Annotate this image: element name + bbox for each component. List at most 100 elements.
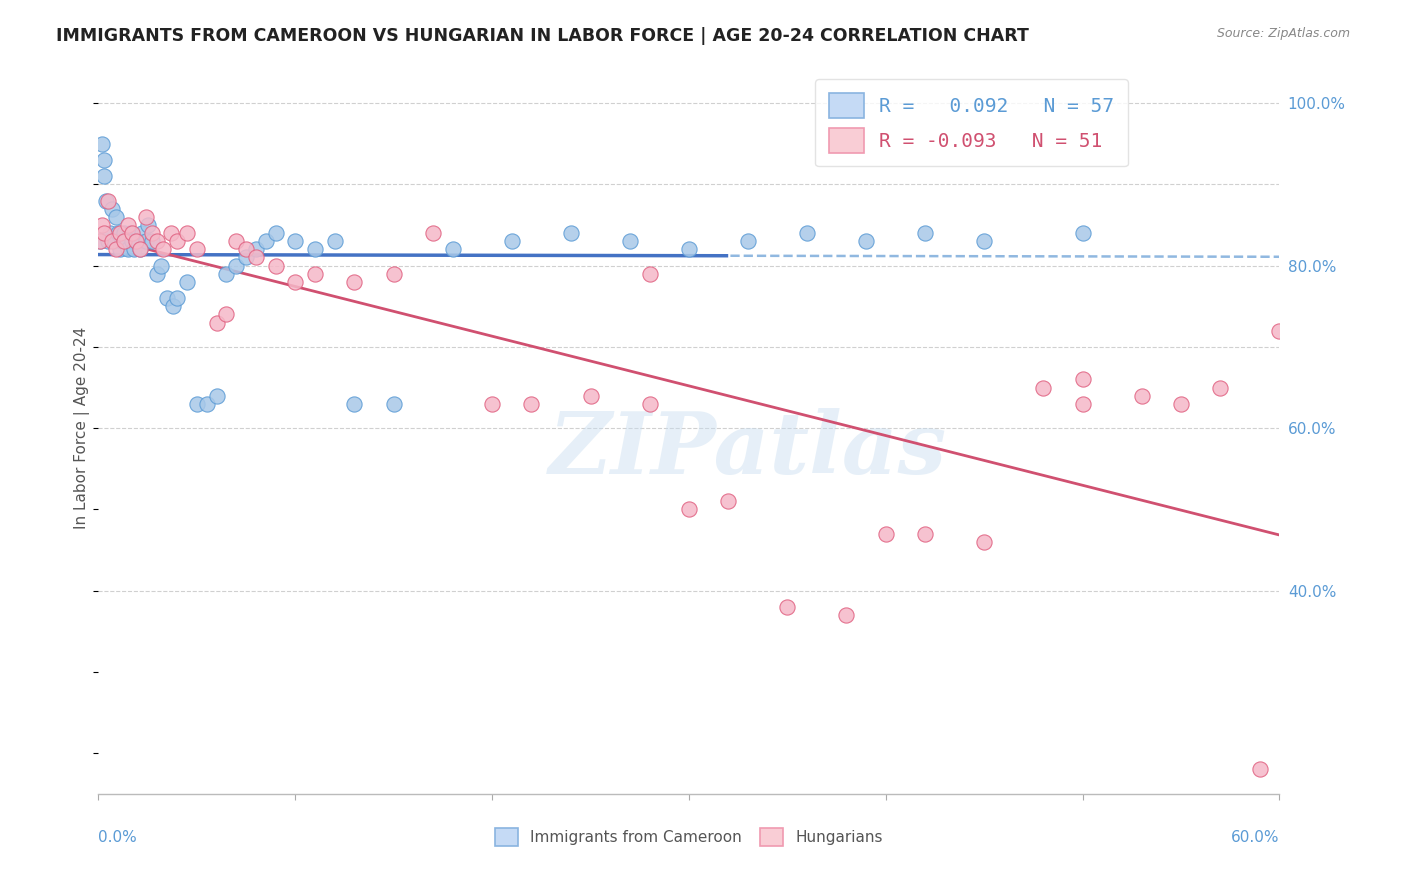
Point [93,226,115,240]
Point [93,153,115,167]
Point [128,243,150,257]
Point [152,243,174,257]
Point [195,397,218,411]
Point [481,397,503,411]
Point [93,169,115,184]
Point [245,251,267,265]
Point [91,136,114,151]
Point [141,234,163,248]
Point [150,259,173,273]
Point [186,243,208,257]
Point [1170,397,1192,411]
Point [245,243,267,257]
Point [135,210,157,224]
Point [737,234,759,248]
Point [304,243,326,257]
Legend: Immigrants from Cameroon, Hungarians: Immigrants from Cameroon, Hungarians [489,822,889,852]
Point [914,226,936,240]
Point [98,226,121,240]
Point [125,234,148,248]
Text: 60.0%: 60.0% [1232,830,1279,846]
Point [111,234,134,248]
Point [215,267,238,281]
Point [875,526,897,541]
Point [343,397,366,411]
Point [122,243,145,257]
Point [97,234,120,248]
Point [1130,389,1153,403]
Point [284,275,307,289]
Point [146,267,169,281]
Point [156,291,179,305]
Text: IMMIGRANTS FROM CAMEROON VS HUNGARIAN IN LABOR FORCE | AGE 20-24 CORRELATION CHA: IMMIGRANTS FROM CAMEROON VS HUNGARIAN IN… [56,27,1029,45]
Point [973,234,995,248]
Point [101,234,124,248]
Point [560,226,582,240]
Point [638,267,661,281]
Text: ZIPatlas: ZIPatlas [548,409,948,491]
Point [855,234,877,248]
Point [235,251,257,265]
Point [108,243,131,257]
Point [382,397,405,411]
Point [89,234,111,248]
Point [1209,380,1232,394]
Point [638,397,661,411]
Point [121,234,143,248]
Point [112,234,135,248]
Point [205,316,228,330]
Point [107,226,129,240]
Point [284,234,307,248]
Point [441,243,464,257]
Point [105,210,128,224]
Point [678,243,700,257]
Text: 0.0%: 0.0% [98,830,138,846]
Point [115,234,138,248]
Point [101,202,124,216]
Point [121,226,143,240]
Point [160,226,183,240]
Point [141,226,163,240]
Point [176,275,198,289]
Point [264,259,287,273]
Point [117,218,139,232]
Point [1071,372,1094,386]
Point [973,535,995,549]
Point [118,226,141,240]
Point [117,243,139,257]
Y-axis label: In Labor Force | Age 20-24: In Labor Force | Age 20-24 [75,327,90,529]
Point [186,397,208,411]
Point [304,267,326,281]
Point [1032,380,1054,394]
Point [105,243,128,257]
Text: Source: ZipAtlas.com: Source: ZipAtlas.com [1216,27,1350,40]
Point [125,234,148,248]
Point [96,194,118,208]
Point [323,234,346,248]
Point [128,243,150,257]
Point [127,234,149,248]
Point [162,299,184,313]
Point [501,234,523,248]
Point [1249,763,1271,777]
Point [1071,226,1094,240]
Point [135,234,157,248]
Point [225,259,247,273]
Point [1268,324,1291,338]
Point [422,226,444,240]
Point [176,226,198,240]
Point [343,275,366,289]
Point [103,234,125,248]
Point [112,226,135,240]
Point [97,194,120,208]
Point [717,494,740,508]
Point [205,389,228,403]
Point [166,291,188,305]
Point [215,307,238,321]
Point [166,234,188,248]
Point [264,226,287,240]
Point [136,218,159,232]
Point [91,218,114,232]
Point [776,599,799,614]
Point [914,526,936,541]
